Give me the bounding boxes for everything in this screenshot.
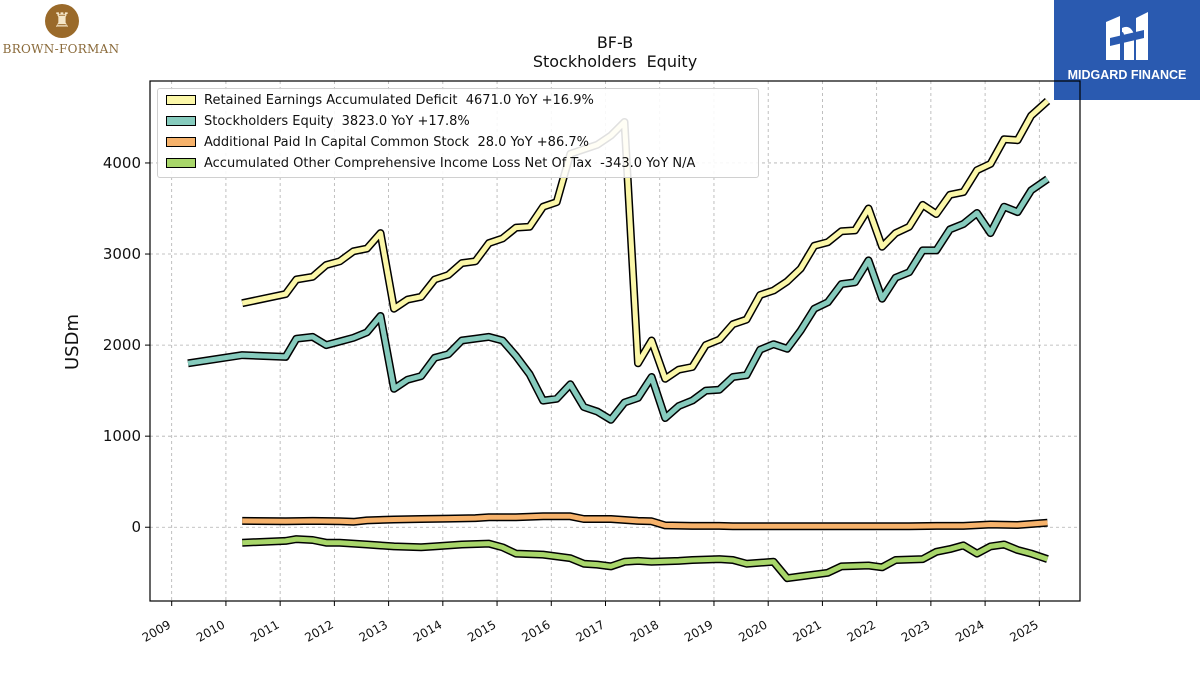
y-tick-label: 4000 bbox=[103, 154, 141, 172]
series-lines bbox=[187, 98, 1051, 583]
x-tick-label: 2012 bbox=[302, 617, 335, 644]
y-tick-label: 2000 bbox=[103, 336, 141, 354]
legend: Retained Earnings Accumulated Deficit 46… bbox=[157, 88, 759, 178]
midgard-finance-logo-text: MIDGARD FINANCE bbox=[1067, 68, 1187, 82]
brown-forman-emblem-icon bbox=[45, 4, 79, 38]
legend-item-apic: Additional Paid In Capital Common Stock … bbox=[166, 133, 756, 153]
y-tick-label: 0 bbox=[131, 518, 141, 536]
x-tick-label: 2018 bbox=[628, 617, 661, 644]
x-tick-label: 2011 bbox=[248, 617, 281, 644]
series-0 bbox=[241, 98, 1051, 383]
x-tick-label: 2015 bbox=[465, 617, 498, 644]
legend-label-equity: Stockholders Equity 3823.0 YoY +17.8% bbox=[204, 114, 470, 129]
brown-forman-glyph-icon: ♜ bbox=[53, 8, 71, 32]
chart-title: BF-B bbox=[596, 33, 634, 52]
legend-label-aoci: Accumulated Other Comprehensive Income L… bbox=[204, 156, 696, 171]
legend-swatch-aoci bbox=[166, 158, 196, 168]
legend-label-retained: Retained Earnings Accumulated Deficit 46… bbox=[204, 93, 594, 108]
x-tick-label: 2020 bbox=[736, 617, 769, 644]
x-tick-label: 2010 bbox=[194, 617, 227, 644]
legend-swatch-retained bbox=[166, 95, 196, 105]
y-tick-label: 1000 bbox=[103, 427, 141, 445]
legend-swatch-apic bbox=[166, 137, 196, 147]
series-2 bbox=[242, 512, 1048, 531]
y-axis-label: USDm bbox=[62, 314, 83, 370]
legend-label-apic: Additional Paid In Capital Common Stock … bbox=[204, 135, 589, 150]
midgard-finance-mark-icon bbox=[1106, 12, 1148, 60]
x-tick-label: 2021 bbox=[790, 617, 823, 644]
legend-item-stockholders-equity: Stockholders Equity 3823.0 YoY +17.8% bbox=[166, 112, 756, 132]
chart-subtitle: Stockholders Equity bbox=[532, 52, 698, 71]
series-line bbox=[187, 177, 1049, 423]
series-1 bbox=[187, 175, 1050, 424]
x-tick-label: 2025 bbox=[1007, 617, 1040, 644]
series-line bbox=[241, 99, 1050, 382]
x-tick-label: 2017 bbox=[574, 617, 607, 644]
x-tick-label: 2024 bbox=[953, 617, 986, 644]
series-line bbox=[242, 513, 1048, 529]
y-tick-label: 3000 bbox=[103, 245, 141, 263]
x-tick-label: 2016 bbox=[519, 617, 552, 644]
x-tick-label: 2009 bbox=[140, 617, 173, 644]
series-line bbox=[242, 536, 1049, 581]
plot-frame bbox=[149, 80, 1081, 602]
series-3 bbox=[242, 535, 1049, 583]
x-tick-label: 2013 bbox=[357, 617, 390, 644]
legend-item-retained-earnings: Retained Earnings Accumulated Deficit 46… bbox=[166, 91, 756, 111]
legend-swatch-equity bbox=[166, 116, 196, 126]
legend-item-aoci: Accumulated Other Comprehensive Income L… bbox=[166, 154, 756, 174]
x-tick-label: 2019 bbox=[682, 617, 715, 644]
x-tick-label: 2014 bbox=[411, 617, 444, 644]
x-tick-label: 2023 bbox=[899, 617, 932, 644]
brown-forman-logo-text: BROWN-FORMAN bbox=[2, 42, 120, 56]
x-tick-label: 2022 bbox=[845, 617, 878, 644]
